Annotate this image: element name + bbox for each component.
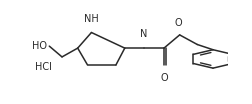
Text: HCl: HCl [35,62,52,72]
Text: O: O [174,18,182,28]
Text: NH: NH [84,14,99,25]
Text: HO: HO [32,41,47,51]
Text: O: O [160,73,167,83]
Text: N: N [139,29,146,39]
